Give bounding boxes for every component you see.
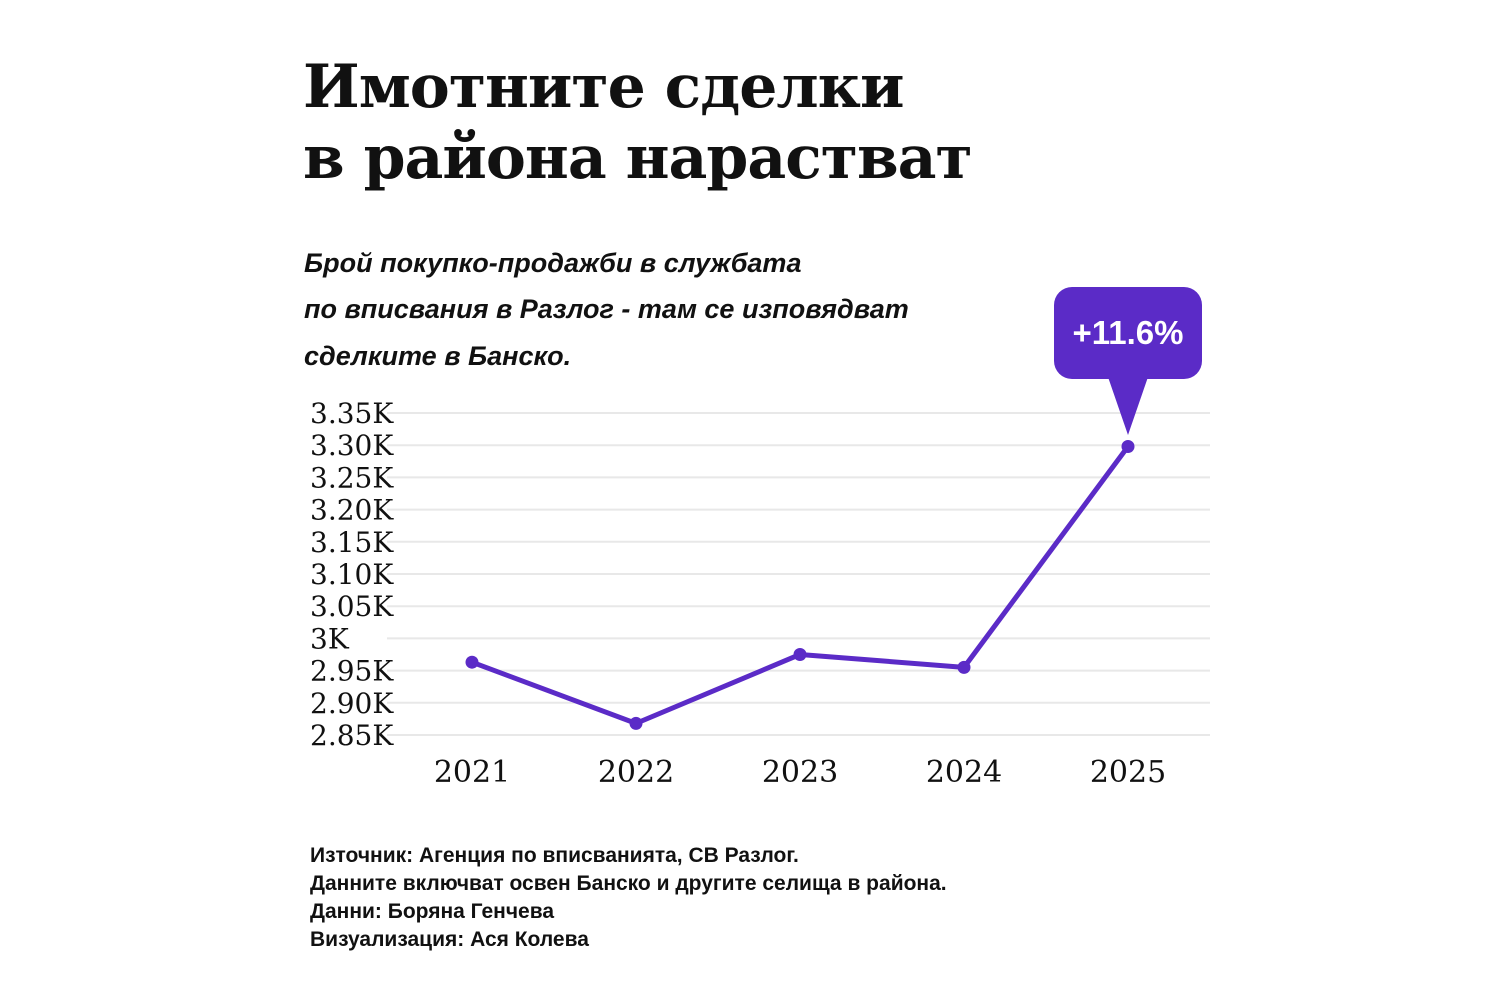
- data-point: [465, 655, 479, 669]
- source-note-line: Източник: Агенция по вписванията, СВ Раз…: [310, 844, 799, 867]
- x-tick-label: 2023: [762, 755, 838, 790]
- y-tick-label: 2.90K: [310, 687, 394, 720]
- x-tick-label: 2022: [598, 755, 674, 790]
- source-note: Източник: Агенция по вписванията, СВ Раз…: [310, 842, 947, 954]
- y-tick-label: 3.05K: [310, 590, 394, 623]
- source-note-line: Данните включват освен Банско и другите …: [310, 872, 947, 895]
- chart-subtitle: Брой покупко-продажби в службата по вписв…: [304, 240, 909, 379]
- annotation-callout: +11.6%: [1054, 286, 1202, 435]
- page-title-line-2: в района нарастват: [303, 122, 973, 193]
- data-point: [629, 716, 643, 730]
- data-point: [1121, 440, 1135, 454]
- page-title: Имотните сделки в района нарастват: [303, 52, 973, 194]
- y-tick-label: 2.95K: [310, 655, 394, 688]
- x-tick-label: 2024: [926, 755, 1002, 790]
- chart-subtitle-line: Брой покупко-продажби в службата: [304, 248, 802, 278]
- page-title-line-1: Имотните сделки: [303, 52, 904, 122]
- data-point: [957, 660, 971, 674]
- annotation-callout-tail: [1108, 376, 1148, 435]
- y-tick-label: 3.10K: [310, 558, 394, 591]
- y-tick-label: 3K: [310, 622, 350, 655]
- chart-subtitle-line: по вписвания в Разлог - там се изповядва…: [304, 294, 909, 325]
- source-note-line: Данни: Боряна Генчева: [310, 900, 555, 923]
- source-note-line: Визуализация: Ася Колева: [310, 928, 589, 951]
- x-tick-label: 2021: [434, 755, 510, 790]
- data-point: [793, 647, 807, 661]
- y-tick-label: 3.15K: [310, 526, 394, 559]
- data-line: [469, 444, 1131, 726]
- x-tick-label: 2025: [1090, 755, 1166, 790]
- y-tick-label: 3.20K: [310, 494, 394, 527]
- y-tick-label: 2.85K: [310, 719, 394, 752]
- y-tick-label: 3.25K: [310, 461, 394, 494]
- y-tick-label: 3.35K: [310, 397, 394, 430]
- annotation-label: +11.6%: [1072, 313, 1184, 351]
- y-tick-label: 3.30K: [310, 429, 394, 462]
- chart-subtitle-line: сделките в Банско.: [304, 340, 572, 371]
